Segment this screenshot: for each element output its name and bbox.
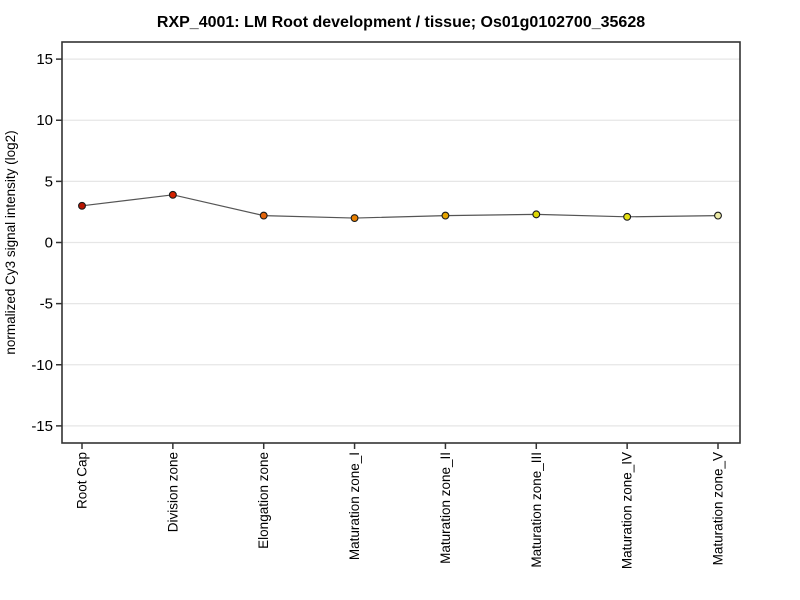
x-tick-label: Maturation zone_I [347,452,362,560]
y-tick-label: 0 [45,235,53,252]
data-point [350,214,359,222]
data-point [259,211,268,220]
y-tick-label: -10 [31,357,53,374]
y-axis-label: normalized Cy3 signal intensity (log2) [3,130,18,354]
x-tick-label: Maturation zone_V [710,452,725,565]
x-tick-label: Maturation zone_II [438,452,453,564]
data-point [623,212,632,221]
chart-title: RXP_4001: LM Root development / tissue; … [157,14,645,31]
x-tick-label: Division zone [165,452,180,532]
y-tick-label: 5 [45,173,53,190]
data-point [78,201,86,210]
x-tick-label: Maturation zone_III [529,452,544,568]
data-point [168,190,177,199]
y-tick-label: -5 [40,296,53,313]
series-line [81,194,719,219]
x-tick-label: Elongation zone [256,452,271,549]
x-tick-label: Maturation zone_IV [620,452,635,569]
y-tick-label: -15 [31,418,53,435]
y-tick-label: 10 [36,112,53,129]
grid-layer [62,58,740,427]
data-point [532,210,541,219]
series-layer [78,190,722,222]
plot-frame [61,41,741,444]
x-tick-label: Root Cap [74,452,89,509]
y-tick-label: 15 [36,51,53,68]
data-point [441,211,450,220]
data-point [714,211,722,220]
axis-layer: -15 -10 -5 0 5 10 15 Root Cap Division zone Elong… [31,41,741,569]
